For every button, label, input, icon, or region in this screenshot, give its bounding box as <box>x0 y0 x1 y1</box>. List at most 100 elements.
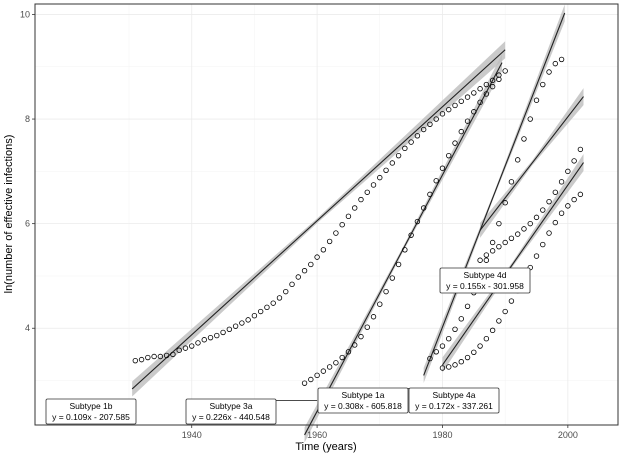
annotation-box-subtype-1a <box>317 387 409 414</box>
data-point-subtype-1b <box>502 68 508 74</box>
annotation-equation-subtype-1b: y = 0.109x - 207.585 <box>52 412 130 422</box>
data-point-subtype-3a <box>383 288 389 295</box>
annotation-box-subtype-4d <box>439 267 531 294</box>
data-point-subtype-4d <box>552 189 559 195</box>
data-point-subtype-1b <box>377 174 383 181</box>
data-point-subtype-1b <box>138 356 145 363</box>
fit-lines <box>131 12 584 436</box>
data-point-subtype-1b <box>389 160 396 166</box>
data-point-subtype-1b <box>446 106 452 113</box>
data-point-subtype-1b <box>345 213 352 220</box>
data-point-subtype-4d <box>502 239 508 246</box>
data-point-subtype-3a <box>446 152 452 159</box>
data-point-subtype-1b <box>320 247 327 253</box>
data-point-subtype-1b <box>427 121 433 127</box>
data-point-subtype-3a <box>402 247 408 253</box>
data-point-subtype-1b <box>414 133 421 139</box>
panel-border <box>34 3 619 426</box>
data-point-subtype-1b <box>326 238 333 245</box>
data-point-subtype-1b <box>489 77 496 84</box>
fit-line-subtype-3a <box>304 62 503 436</box>
x-axis-ticks: 1940 1960 1980 2000 <box>182 425 578 440</box>
data-point-subtype-1b <box>232 323 239 329</box>
annotations: Subtype 1by = 0.109x - 207.585 Subtype 3a… <box>45 267 531 425</box>
x-axis-title: Time (years) <box>295 441 356 453</box>
annotation-equation-subtype-1a: y = 0.308x - 605.818 <box>324 401 402 411</box>
data-point-subtype-3a <box>464 118 471 124</box>
data-point-subtype-1b <box>245 317 251 323</box>
data-point-subtype-1b <box>257 308 264 315</box>
y-tick-label: 6 <box>25 219 30 229</box>
data-point-subtype-4d <box>489 248 496 254</box>
data-point-subtype-3a <box>333 360 339 366</box>
data-point-subtype-4d <box>483 252 490 258</box>
x-tick-label: 1960 <box>307 430 327 440</box>
data-point-subtype-1a <box>521 136 527 142</box>
data-point-subtype-1a <box>502 200 508 206</box>
data-point-subtype-4a <box>446 364 452 370</box>
data-point-subtype-4a <box>508 298 515 304</box>
data-point-subtype-1a <box>496 220 502 227</box>
y-tick-label: 10 <box>20 9 30 19</box>
data-point-subtype-1b <box>145 354 151 361</box>
data-point-subtype-4a <box>502 308 508 315</box>
data-point-subtype-1a <box>508 179 515 185</box>
data-point-subtype-1b <box>201 337 207 343</box>
data-point-subtype-3a <box>427 191 433 198</box>
data-point-subtype-3a <box>458 128 464 135</box>
data-point-subtype-4a <box>496 318 502 324</box>
data-point-subtype-4a <box>571 196 577 203</box>
data-point-subtype-1a <box>540 81 546 88</box>
fit-line-subtype-1b <box>131 49 506 390</box>
data-point-subtype-1a <box>439 343 446 349</box>
data-point-subtype-1a <box>427 355 433 362</box>
data-point-subtype-1a <box>552 60 559 67</box>
data-point-subtype-1a <box>489 239 496 246</box>
data-point-subtype-1a <box>446 336 452 342</box>
data-point-subtype-1a <box>558 56 565 63</box>
data-point-subtype-4a <box>565 203 571 209</box>
annotation-subtype-3a: Subtype 3ay = 0.226x - 440.548 <box>185 398 277 425</box>
data-point-subtype-4d <box>527 220 533 227</box>
data-point-subtype-1b <box>464 94 471 100</box>
data-point-subtype-1b <box>308 261 314 268</box>
data-point-subtype-4a <box>458 359 464 365</box>
y-tick-label: 8 <box>25 114 30 124</box>
data-point-subtype-1b <box>333 230 339 236</box>
data-point-subtype-4d <box>508 235 515 241</box>
data-point-subtype-1b <box>276 295 283 301</box>
data-point-subtype-4a <box>452 362 458 368</box>
data-point-subtype-3a <box>320 368 327 374</box>
data-point-subtype-1b <box>195 340 201 346</box>
data-point-subtype-1b <box>439 111 446 117</box>
annotation-name-subtype-4a: Subtype 4a <box>432 390 475 400</box>
y-axis-ticks: 4 6 8 10 <box>20 9 35 333</box>
data-point-subtype-3a <box>420 205 427 211</box>
data-point-subtype-1b <box>477 86 483 92</box>
data-point-subtype-1b <box>420 126 427 133</box>
data-point-subtype-1a <box>464 303 471 309</box>
data-point-subtype-3a <box>408 232 414 238</box>
data-point-subtype-1b <box>251 312 258 319</box>
data-point-subtype-1a <box>483 257 490 263</box>
data-point-subtype-3a <box>439 165 446 171</box>
data-point-subtype-1a <box>433 349 439 355</box>
data-point-subtype-1b <box>157 353 164 360</box>
data-point-subtype-1b <box>433 116 439 122</box>
data-point-subtype-1b <box>207 334 214 341</box>
data-point-subtype-3a <box>358 333 364 340</box>
data-point-subtype-1b <box>402 145 408 152</box>
data-point-subtype-1a <box>527 116 533 122</box>
data-point-subtype-3a <box>471 109 477 115</box>
data-point-subtype-1b <box>176 347 182 353</box>
data-point-subtype-3a <box>496 76 502 83</box>
data-point-subtype-1b <box>483 81 490 88</box>
x-tick-label: 1940 <box>182 430 202 440</box>
data-point-subtype-1b <box>383 167 389 174</box>
data-point-subtype-3a <box>395 261 402 268</box>
data-point-subtype-4d <box>521 226 527 232</box>
data-point-subtype-1b <box>163 352 170 359</box>
data-point-subtype-3a <box>345 349 352 355</box>
